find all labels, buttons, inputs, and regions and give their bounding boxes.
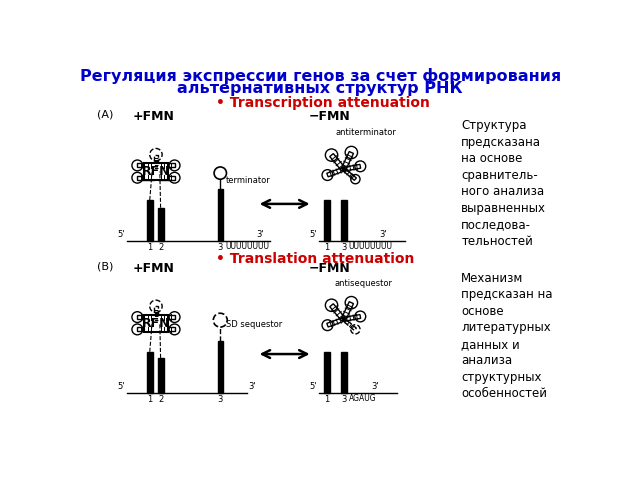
Text: RFN: RFN xyxy=(141,165,170,178)
Text: (B): (B) xyxy=(97,262,113,272)
Text: 3: 3 xyxy=(218,395,223,404)
Bar xyxy=(158,208,164,241)
Bar xyxy=(341,352,347,393)
Bar xyxy=(324,352,330,393)
Text: 1: 1 xyxy=(147,395,152,404)
Text: (A): (A) xyxy=(97,110,113,120)
Text: 3': 3' xyxy=(256,230,264,240)
Text: 3: 3 xyxy=(341,243,346,252)
Text: −FMN: −FMN xyxy=(308,262,350,275)
Text: UUUUUUUU: UUUUUUUU xyxy=(225,242,269,252)
Text: AGAUG: AGAUG xyxy=(349,394,376,403)
Text: 1: 1 xyxy=(324,243,329,252)
Text: RFN: RFN xyxy=(141,317,170,330)
Text: 5': 5' xyxy=(310,382,317,391)
Bar xyxy=(145,315,168,332)
Text: альтернативных структур РНК: альтернативных структур РНК xyxy=(177,81,463,96)
Bar xyxy=(324,200,330,241)
Text: Регуляция экспрессии генов за счет формирования: Регуляция экспрессии генов за счет форми… xyxy=(79,68,561,84)
Text: 1: 1 xyxy=(147,243,152,252)
Text: +FMN: +FMN xyxy=(132,110,175,123)
Text: 3: 3 xyxy=(218,243,223,252)
Text: −FMN: −FMN xyxy=(308,110,350,123)
Bar xyxy=(147,352,153,393)
Bar xyxy=(341,200,347,241)
Text: 5': 5' xyxy=(118,382,125,391)
Bar xyxy=(158,358,164,393)
Text: 5': 5' xyxy=(310,230,317,240)
Text: antiterminator: antiterminator xyxy=(336,129,397,137)
Text: 3': 3' xyxy=(248,382,256,391)
Text: • Transcription attenuation: • Transcription attenuation xyxy=(216,96,429,110)
Text: 3: 3 xyxy=(341,395,346,404)
Text: 2: 2 xyxy=(158,395,163,404)
Text: SD sequestor: SD sequestor xyxy=(226,320,282,328)
Text: Структура
предсказана
на основе
сравнитель-
ного анализа
выравненных
последова-
: Структура предсказана на основе сравните… xyxy=(461,119,547,248)
Text: 3': 3' xyxy=(379,230,387,240)
Text: +FMN: +FMN xyxy=(132,262,175,275)
Text: • Translation attenuation: • Translation attenuation xyxy=(216,252,414,265)
Bar xyxy=(218,341,223,393)
Bar xyxy=(145,163,168,180)
Text: 5': 5' xyxy=(118,230,125,240)
Bar xyxy=(218,189,223,241)
Bar xyxy=(147,200,153,241)
Text: terminator: terminator xyxy=(226,176,271,185)
Text: 2: 2 xyxy=(158,243,163,252)
Text: Механизм
предсказан на
основе
литературных
данных и
анализа
структурных
особенно: Механизм предсказан на основе литературн… xyxy=(461,272,553,400)
Text: UUUUUUUU: UUUUUUUU xyxy=(348,242,392,252)
Text: 3': 3' xyxy=(371,382,379,391)
Text: 1: 1 xyxy=(324,395,329,404)
Text: antisequestor: antisequestor xyxy=(334,279,392,288)
